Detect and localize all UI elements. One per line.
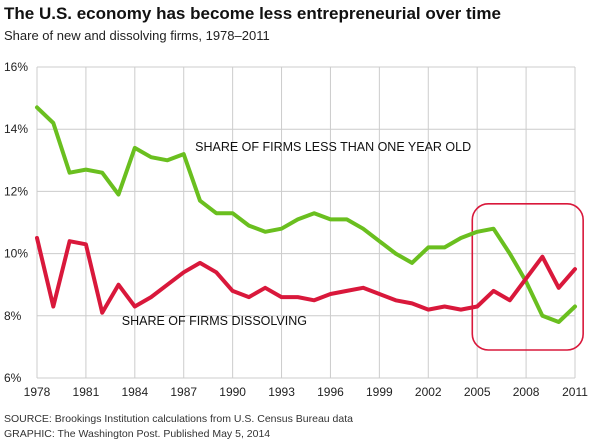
x-tick-label: 2008 — [513, 385, 540, 399]
axis-ticks: 6% 8% 10% 12% 14% 16% 1978 1981 1984 1987 1990 1993… — [4, 60, 588, 399]
chart-title: The U.S. economy has become less entrepr… — [4, 4, 501, 23]
y-tick-label: 14% — [4, 122, 28, 136]
source-note: SOURCE: Brookings Institution calculatio… — [4, 413, 353, 425]
grid — [36, 66, 576, 379]
series-labels: SHARE OF FIRMS LESS THAN ONE YEAR OLD SHA… — [122, 140, 471, 328]
x-tick-label: 2011 — [562, 385, 588, 399]
x-tick-label: 1990 — [219, 385, 246, 399]
label-new-firms: SHARE OF FIRMS LESS THAN ONE YEAR OLD — [195, 140, 471, 154]
x-tick-label: 2005 — [464, 385, 491, 399]
series-line-dissolving — [35, 236, 577, 315]
label-dissolving: SHARE OF FIRMS DISSOLVING — [122, 314, 307, 328]
y-tick-label: 10% — [4, 247, 28, 261]
x-tick-label: 1987 — [170, 385, 197, 399]
highlight-box — [471, 203, 584, 351]
chart-subtitle: Share of new and dissolving firms, 1978–… — [4, 28, 270, 43]
x-tick-label: 2002 — [415, 385, 442, 399]
y-tick-label: 8% — [4, 309, 22, 323]
y-tick-label: 12% — [4, 184, 28, 198]
series-line-new-firms — [35, 105, 577, 324]
y-tick-label: 16% — [4, 60, 28, 74]
y-tick-label: 6% — [4, 371, 22, 385]
x-tick-label: 1993 — [268, 385, 295, 399]
x-tick-label: 1981 — [73, 385, 100, 399]
highlight-region — [471, 203, 584, 351]
graphic-credit: GRAPHIC: The Washington Post. Published … — [4, 428, 271, 440]
x-tick-label: 1999 — [366, 385, 393, 399]
x-tick-label: 1984 — [121, 385, 148, 399]
x-tick-label: 1996 — [317, 385, 344, 399]
series-lines — [35, 105, 577, 324]
x-tick-label: 1978 — [24, 385, 51, 399]
